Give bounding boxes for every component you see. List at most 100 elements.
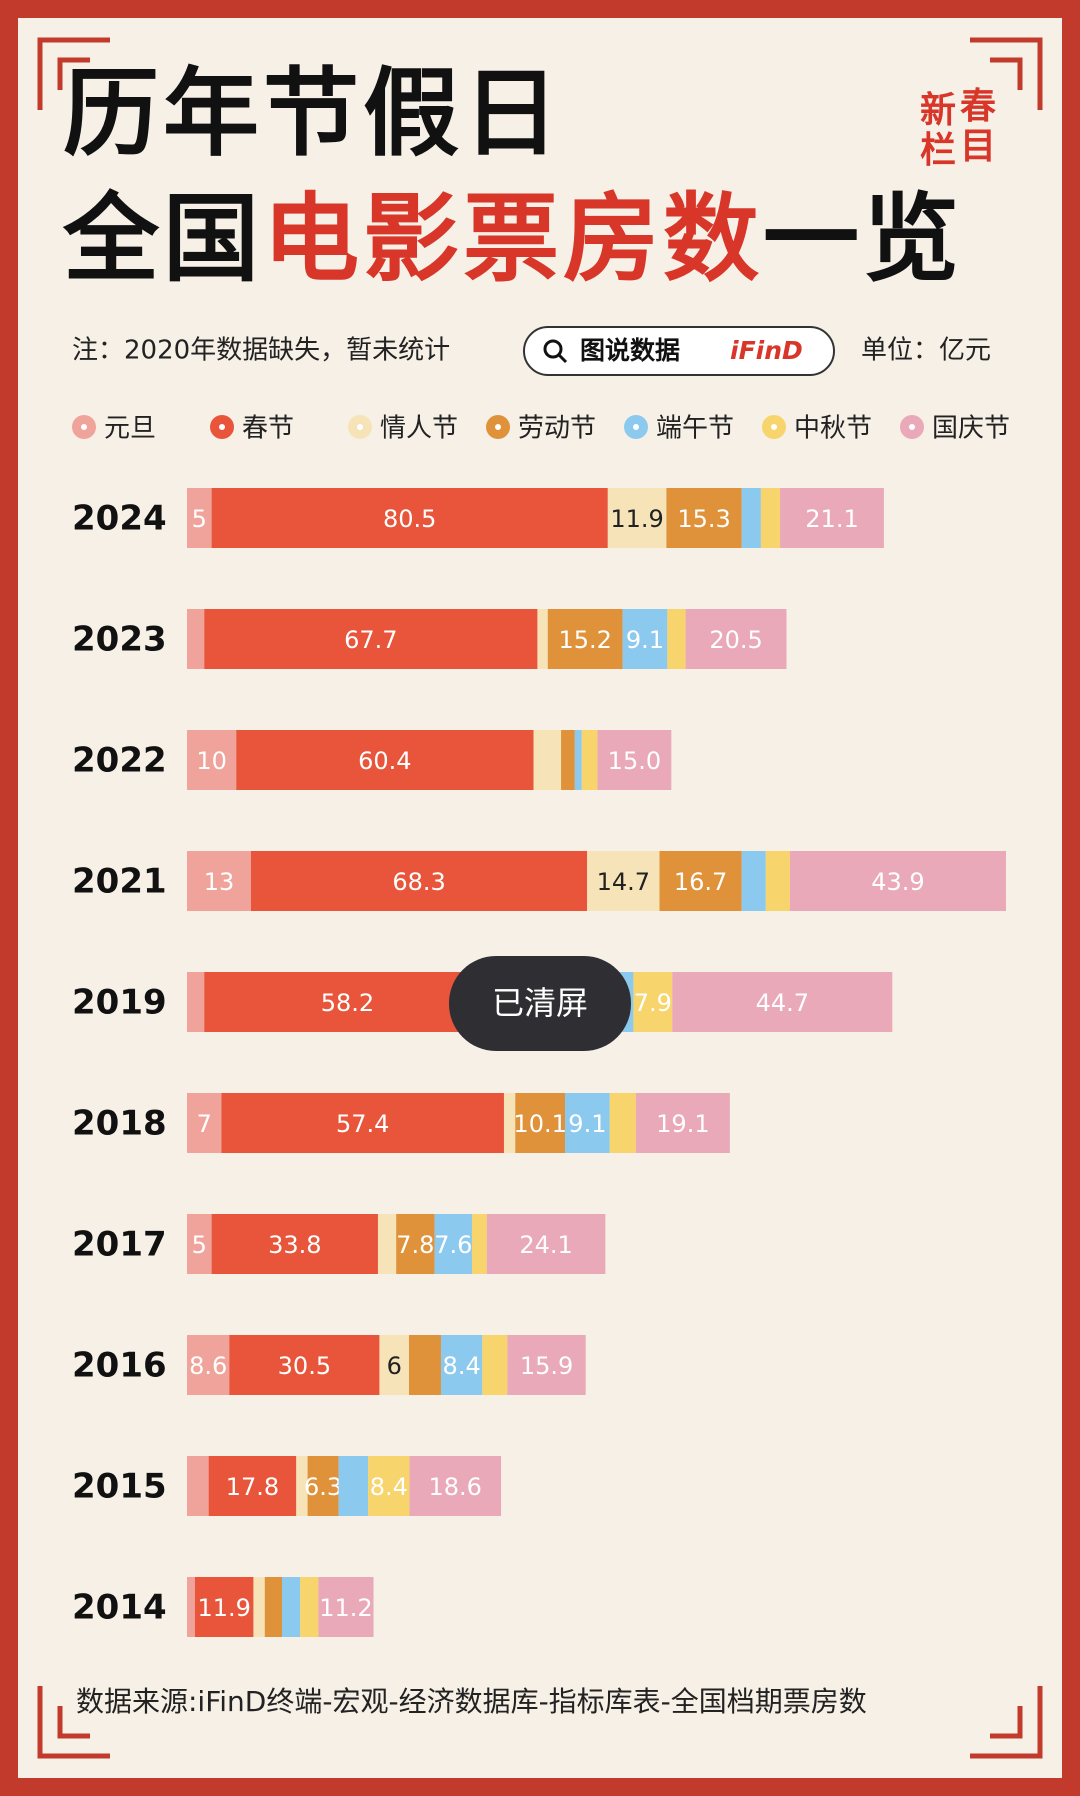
- bar-segment: [250, 851, 588, 911]
- legend-dot: [495, 424, 501, 430]
- data-label: 5: [192, 1231, 207, 1259]
- search-icon: [557, 353, 568, 364]
- y-tick-label: 2022: [72, 741, 167, 781]
- data-label: 30.5: [278, 1352, 331, 1380]
- bar-segment: [187, 851, 251, 911]
- bar-segment: [434, 1214, 472, 1274]
- toast-bg: [449, 956, 631, 1051]
- data-label: 7.8: [396, 1231, 434, 1259]
- data-label: 6.3: [304, 1473, 342, 1501]
- bar-segment: [789, 851, 1006, 911]
- bar-segment: [561, 730, 575, 790]
- data-label: 20.5: [709, 626, 762, 654]
- y-tick-label: 2014: [72, 1588, 167, 1628]
- data-label: 43.9: [871, 868, 924, 896]
- legend-label: 劳动节: [518, 414, 596, 444]
- y-tick-label: 2024: [72, 499, 167, 539]
- data-label: 9.1: [626, 626, 664, 654]
- bar-segment: [515, 1093, 565, 1153]
- footer-source: 数据来源:iFinD终端-宏观-经济数据库-指标库表-全国档期票房数: [76, 1685, 867, 1718]
- legend-label: 春节: [242, 414, 294, 444]
- bar-segment: [741, 488, 761, 548]
- data-label: 68.3: [392, 868, 445, 896]
- y-tick-label: 2023: [72, 620, 167, 660]
- data-label: 44.7: [756, 989, 809, 1017]
- data-label: 14.7: [597, 868, 650, 896]
- bar-segment: [597, 730, 672, 790]
- title-highlight: 电影票房数: [263, 183, 763, 295]
- badge-char: 新: [920, 90, 956, 131]
- bar-segment: [574, 730, 582, 790]
- bar-segment: [221, 1093, 504, 1153]
- bar-segment: [229, 1335, 380, 1395]
- bar-segment: [635, 1093, 730, 1153]
- bar-segment: [503, 1093, 516, 1153]
- legend-label: 情人节: [380, 414, 458, 444]
- title-line1: 历年节假日: [63, 57, 563, 169]
- badge: 春 目 新 栏: [915, 86, 999, 171]
- data-label: 21.1: [805, 505, 858, 533]
- data-label: 5: [192, 505, 207, 533]
- bar-segment: [187, 972, 205, 1032]
- bar-segment: [204, 609, 538, 669]
- bar-segment: [187, 1093, 222, 1153]
- pill: [523, 326, 835, 376]
- badge-bg: [915, 86, 999, 170]
- bar-segment: [659, 851, 742, 911]
- pill-text: 图说数据: [580, 336, 680, 365]
- chart: 元旦 春节 情人节 劳动节 端午节 中秋节 国庆节 2024 5 80.5 11.9 15.3 21.1…: [72, 414, 1010, 1637]
- pill-brand: iFinD: [730, 336, 803, 365]
- bar-segment: [264, 1577, 282, 1637]
- bar-segment: [281, 1577, 301, 1637]
- bar-segment: [547, 609, 623, 669]
- y-tick-label: 2017: [72, 1225, 167, 1265]
- data-label: 15.0: [608, 747, 661, 775]
- data-label: 8.4: [443, 1352, 481, 1380]
- bar-segment: [672, 972, 893, 1032]
- y-tick-label: 2018: [72, 1104, 167, 1144]
- bar-segment: [253, 1577, 265, 1637]
- data-label: 80.5: [383, 505, 436, 533]
- bar-segment: [667, 609, 686, 669]
- data-label: 9.1: [568, 1110, 606, 1138]
- badge-char: 春: [960, 86, 996, 127]
- bar-segment: [765, 851, 790, 911]
- bar-segment: [211, 1214, 378, 1274]
- bar-segment: [581, 730, 598, 790]
- data-label: 18.6: [429, 1473, 482, 1501]
- bar-segment: [187, 1577, 195, 1637]
- title-line2: 全国电影票房数一览: [62, 183, 963, 295]
- data-label: 11.9: [610, 505, 663, 533]
- bar-segment: [685, 609, 787, 669]
- bar-segment: [666, 488, 742, 548]
- bar-segment: [194, 1577, 254, 1637]
- bar-segment: [440, 1335, 483, 1395]
- bar-segment: [622, 609, 668, 669]
- legend-dot: [357, 424, 363, 430]
- data-label: 7: [197, 1110, 212, 1138]
- data-label: 16.7: [674, 868, 727, 896]
- data-label: 10.1: [513, 1110, 566, 1138]
- bar-segment: [396, 1214, 435, 1274]
- legend-dot: [219, 424, 225, 430]
- legend-label: 端午节: [656, 414, 734, 444]
- data-label: 60.4: [358, 747, 411, 775]
- bar-segment: [587, 851, 660, 911]
- bar-segment: [377, 1214, 397, 1274]
- bar-segment: [379, 1335, 409, 1395]
- bar-segment: [338, 1456, 369, 1516]
- bar-segment: [607, 488, 667, 548]
- bar-segment: [236, 730, 534, 790]
- bar-segment: [204, 972, 491, 1032]
- bar-segment: [486, 1214, 606, 1274]
- bar-segment: [300, 1577, 319, 1637]
- bar-segment: [208, 1456, 297, 1516]
- bar-segment: [633, 972, 673, 1032]
- data-label: 57.4: [336, 1110, 389, 1138]
- bar-segment: [741, 851, 766, 911]
- bar-segment: [507, 1335, 586, 1395]
- bar-segment: [187, 1214, 212, 1274]
- legend-dot: [909, 424, 915, 430]
- data-label: 8.4: [370, 1473, 408, 1501]
